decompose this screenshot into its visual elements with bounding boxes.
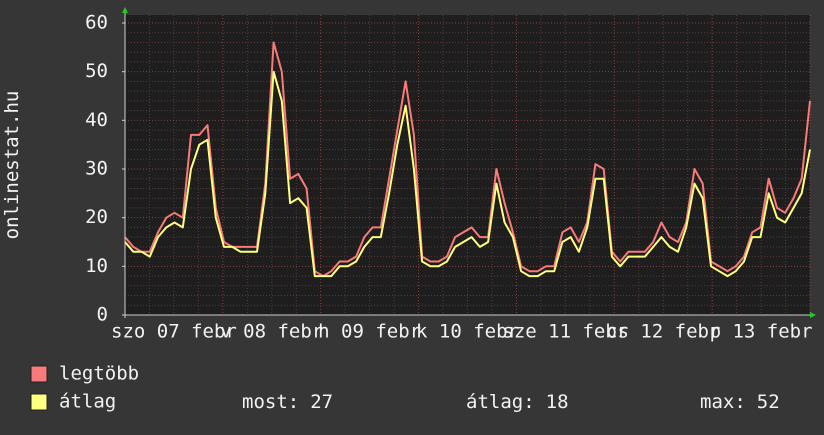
stat-label: most: [242, 391, 299, 413]
series-line [124, 41, 811, 278]
y-tick-label: 30 [85, 158, 108, 180]
stat-label: max: [700, 391, 746, 413]
stat-value: 27 [310, 391, 333, 413]
y-tick-label: 20 [85, 206, 108, 228]
x-tick-label: h 09 febr [318, 321, 421, 343]
stat-value: 52 [757, 391, 780, 413]
x-tick-label: p 13 febr [710, 321, 813, 343]
stat-label: átlag: [466, 391, 535, 413]
axis-arrow [810, 312, 816, 318]
stat-value: 18 [546, 391, 569, 413]
stat: most: 27 [242, 391, 333, 413]
legend-label: átlag [59, 391, 116, 413]
stat: átlag: 18 [466, 391, 569, 413]
legend-swatch [30, 393, 48, 411]
y-tick-label: 60 [85, 12, 108, 34]
x-tick-label: sze 11 febr [502, 321, 628, 343]
legend-label: legtöbb [59, 363, 139, 385]
y-tick-label: 50 [85, 60, 108, 82]
axis-arrow [122, 7, 128, 13]
x-tick-label: k 10 febr [416, 321, 519, 343]
series-line [124, 70, 811, 278]
x-tick-label: szo 07 febr [111, 321, 237, 343]
x-tick-label: cs 12 febr [606, 321, 720, 343]
y-tick-label: 40 [85, 109, 108, 131]
y-axis-label: onlinestat.hu [1, 91, 23, 240]
x-tick-label: v 08 febr [220, 321, 323, 343]
y-tick-label: 0 [97, 304, 108, 326]
legend-swatch [30, 365, 48, 383]
stat: max: 52 [700, 391, 780, 413]
y-tick-label: 10 [85, 255, 108, 277]
